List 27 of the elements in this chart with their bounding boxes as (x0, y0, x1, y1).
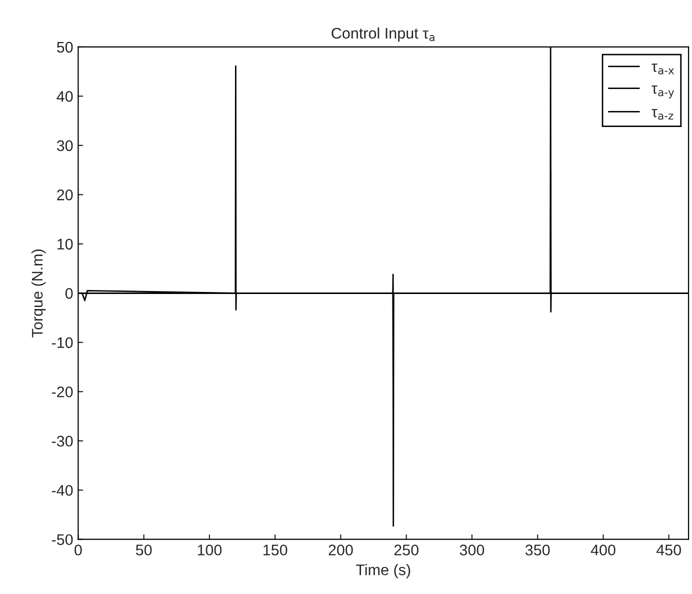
y-tick-label: 30 (56, 140, 73, 152)
legend-label: τ$_{a-y}$ (652, 86, 674, 98)
y-axis-title: Torque (N.m) (31, 250, 46, 338)
y-tick-label: 20 (57, 190, 73, 200)
y-tick-label: 50 (56, 42, 73, 53)
y-tick-label: 40 (56, 91, 73, 102)
x-tick-label: 450 (656, 544, 681, 556)
x-tick-label: 0 (74, 544, 82, 556)
y-tick-label: 10 (58, 238, 73, 250)
x-tick-label: 100 (198, 544, 222, 556)
legend-label: τ$_{a-z}$ (652, 108, 674, 120)
x-tick-label: 250 (394, 544, 418, 556)
legend-label: τ$_{a-x}$ (652, 64, 674, 74)
y-tick-label: -50 (52, 534, 73, 546)
y-tick-label: 0 (65, 288, 73, 299)
y-tick-label: -10 (52, 337, 73, 348)
y-tick-label: -20 (52, 386, 73, 398)
x-tick-label: 350 (525, 544, 550, 556)
x-tick-label: 300 (460, 544, 484, 556)
x-tick-label: 50 (136, 544, 152, 556)
x-axis-title: Time (s) (356, 564, 410, 578)
x-tick-label: 400 (590, 544, 616, 556)
x-tick-label: 200 (328, 544, 353, 556)
y-tick-label: -30 (52, 436, 73, 447)
chart-title: Control Input τ$_{a}$ (332, 27, 434, 42)
y-tick-label: -40 (52, 484, 73, 496)
x-tick-label: 150 (264, 544, 288, 556)
